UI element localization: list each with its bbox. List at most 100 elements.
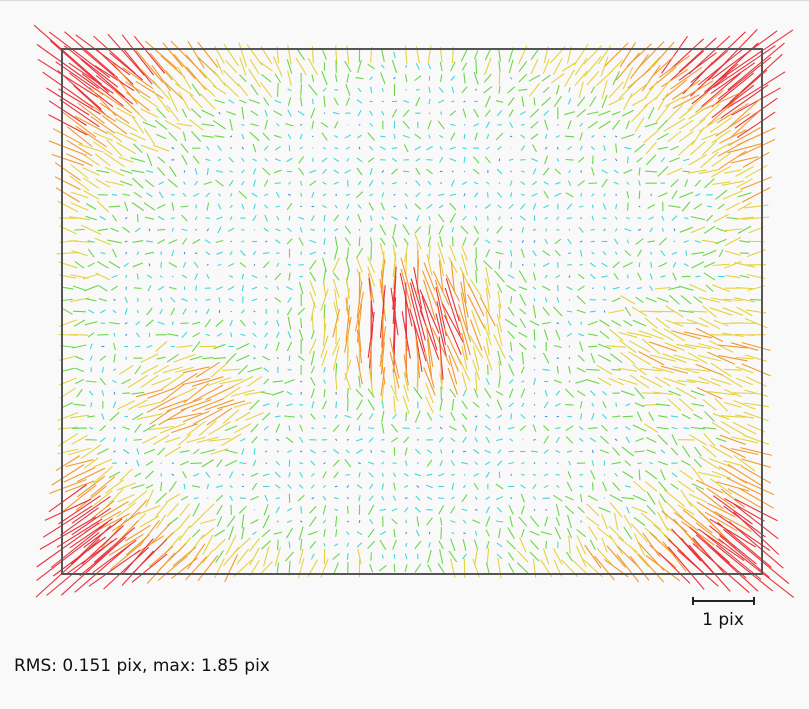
- vector-mark: [446, 344, 460, 372]
- vector-mark: [484, 387, 492, 399]
- vector-mark: [42, 71, 94, 108]
- vector-mark: [300, 391, 303, 395]
- vector-mark: [640, 512, 662, 531]
- vector-mark: [358, 494, 361, 502]
- vector-mark: [356, 281, 363, 318]
- vector-mark: [405, 519, 408, 524]
- vector-mark: [637, 272, 642, 281]
- vector-mark: [134, 365, 142, 375]
- vector-mark: [613, 238, 619, 245]
- vector-mark: [528, 74, 541, 82]
- vector-mark: [100, 501, 129, 519]
- vector-mark: [723, 388, 742, 398]
- vector-mark: [472, 359, 481, 381]
- vector-mark: [555, 135, 561, 138]
- vector-mark: [216, 516, 223, 527]
- vector-mark: [532, 424, 537, 432]
- vector-mark: [711, 84, 755, 119]
- vector-mark: [702, 398, 717, 411]
- vector-mark: [205, 333, 211, 337]
- vector-mark: [437, 242, 446, 264]
- vector-mark: [614, 216, 618, 220]
- vector-mark: [601, 413, 608, 420]
- vector-mark: [712, 495, 753, 525]
- vector-mark: [105, 180, 124, 186]
- vector-mark: [415, 158, 421, 162]
- vector-mark: [472, 168, 480, 175]
- vector-mark: [733, 399, 756, 410]
- vector-mark: [608, 97, 625, 106]
- vector-mark: [631, 104, 648, 122]
- vector-mark: [260, 391, 272, 395]
- vector-mark: [589, 310, 596, 313]
- vector-mark: [263, 145, 269, 151]
- vector-mark: [520, 505, 525, 515]
- vector-mark: [261, 529, 271, 538]
- vector-mark: [686, 379, 709, 384]
- vector-mark: [239, 57, 247, 76]
- vector-mark: [62, 111, 97, 138]
- vector-mark: [288, 425, 291, 432]
- vector-mark: [124, 240, 128, 243]
- vector-mark: [381, 216, 385, 220]
- vector-mark: [645, 154, 657, 166]
- vector-mark: [698, 296, 721, 303]
- vector-mark: [448, 425, 457, 431]
- vector-mark: [393, 564, 396, 573]
- vector-mark: [183, 382, 209, 404]
- vector-mark: [380, 237, 386, 246]
- vector-mark: [497, 557, 502, 579]
- vector-mark: [709, 478, 733, 495]
- vector-mark: [596, 548, 613, 565]
- vector-mark: [391, 508, 398, 512]
- vector-mark: [356, 355, 363, 385]
- vector-mark: [295, 57, 307, 76]
- vector-mark: [461, 181, 468, 185]
- vector-mark: [99, 424, 107, 432]
- vector-mark: [173, 54, 196, 79]
- vector-mark: [543, 425, 550, 432]
- vector-mark: [57, 411, 79, 422]
- vector-mark: [322, 471, 327, 479]
- vector-mark: [509, 135, 513, 138]
- vector-mark: [379, 278, 387, 321]
- vector-mark: [111, 274, 118, 279]
- vector-mark: [712, 413, 730, 420]
- vector-mark: [458, 358, 471, 382]
- vector-mark: [95, 272, 111, 281]
- vector-mark: [590, 470, 596, 480]
- vector-mark: [414, 473, 422, 477]
- vector-mark: [619, 340, 637, 353]
- vector-mark: [320, 288, 329, 312]
- vector-mark: [518, 88, 528, 91]
- vector-mark: [736, 178, 753, 189]
- vector-mark: [701, 72, 742, 107]
- vector-mark: [96, 169, 110, 174]
- vector-mark: [474, 461, 478, 465]
- vector-mark: [332, 111, 340, 115]
- vector-mark: [580, 249, 583, 257]
- vector-mark: [520, 484, 526, 489]
- vector-mark: [139, 515, 160, 528]
- vector-mark: [510, 192, 513, 198]
- vector-mark: [462, 147, 467, 150]
- vector-mark: [182, 308, 187, 315]
- vector-mark: [166, 503, 179, 517]
- vector-mark: [426, 517, 433, 526]
- vector-mark: [311, 135, 314, 138]
- vector-mark: [506, 284, 517, 292]
- vector-mark: [496, 553, 503, 560]
- vector-mark: [532, 250, 537, 257]
- vector-mark: [576, 309, 586, 314]
- vector-mark: [735, 356, 754, 360]
- vector-mark: [474, 437, 478, 443]
- vector-mark: [148, 425, 174, 431]
- vector-mark: [356, 531, 363, 536]
- vector-mark: [450, 437, 456, 443]
- vector-mark: [460, 254, 469, 276]
- vector-mark: [632, 424, 647, 432]
- vector-mark: [131, 553, 168, 583]
- vector-mark: [403, 436, 410, 444]
- vector-mark: [332, 459, 340, 467]
- vector-mark: [55, 187, 80, 203]
